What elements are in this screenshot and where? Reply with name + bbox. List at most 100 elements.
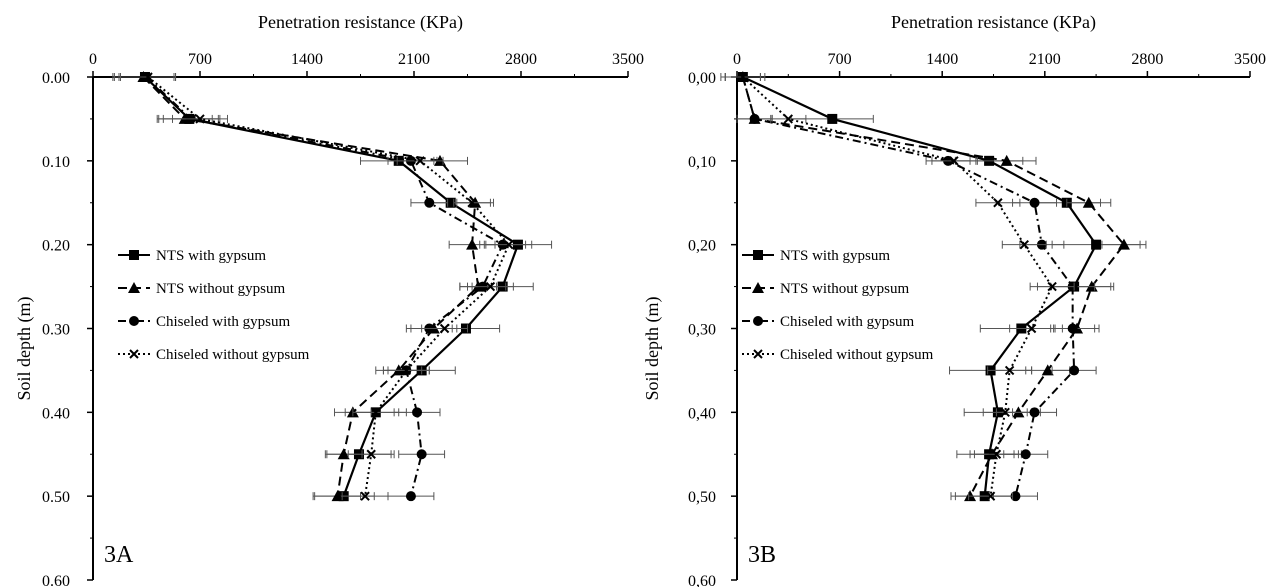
- data-point: [783, 114, 794, 124]
- y-tick-label: 0.30: [42, 322, 70, 339]
- panel-label: 3A: [104, 542, 134, 568]
- data-point: [985, 491, 996, 501]
- data-point: [949, 156, 959, 166]
- data-point: [1082, 196, 1095, 208]
- data-point: [143, 72, 153, 82]
- panel-label: 3B: [748, 542, 776, 568]
- data-point: [991, 449, 1002, 459]
- x-tick-label: 2800: [505, 51, 537, 68]
- legend-swatch-marker: [753, 349, 763, 359]
- x-axis-title: Penetration resistance (KPa): [258, 12, 463, 33]
- data-point: [1000, 154, 1013, 166]
- data-point: [738, 72, 748, 82]
- x-tick-label: 700: [828, 51, 852, 68]
- data-point: [993, 198, 1003, 208]
- data-point: [439, 323, 450, 334]
- y-tick-label: 0.50: [42, 489, 70, 506]
- data-point: [1026, 323, 1037, 334]
- data-point: [1004, 365, 1015, 376]
- series-line: [742, 76, 1054, 497]
- y-axis-title: Soil depth (m): [642, 297, 663, 401]
- data-point: [195, 114, 205, 124]
- data-point: [1019, 239, 1029, 250]
- x-axis-title: Penetration resistance (KPa): [891, 12, 1096, 33]
- legend-label: Chiseled with gypsum: [780, 314, 914, 330]
- x-tick-label: 2800: [1131, 51, 1163, 68]
- y-tick-label: 0,30: [688, 322, 716, 339]
- legend-label: NTS with gypsum: [156, 248, 266, 264]
- series-chiseled-without-gypsum: [120, 72, 533, 501]
- data-point: [1029, 197, 1040, 208]
- data-point: [371, 407, 381, 418]
- y-tick-label: 0.60: [42, 573, 70, 587]
- data-point: [1029, 407, 1040, 418]
- series-chiseled-without-gypsum: [724, 72, 1075, 501]
- data-point: [366, 449, 376, 459]
- x-tick-label: 2100: [398, 51, 430, 68]
- panel-3a: Penetration resistance (KPa) Soil depth (…: [14, 12, 644, 587]
- data-point: [424, 197, 435, 208]
- data-point: [331, 490, 344, 502]
- y-axis-title: Soil depth (m): [14, 297, 35, 401]
- y-tick-label: 0,00: [688, 70, 716, 87]
- data-point: [1091, 239, 1102, 250]
- legend: NTS with gypsum NTS without gypsum Chisele…: [742, 248, 934, 363]
- legend-label: Chiseled with gypsum: [156, 314, 290, 330]
- data-point: [1069, 365, 1080, 376]
- data-point: [1117, 238, 1130, 250]
- legend: NTS with gypsum NTS without gypsum Chisele…: [118, 248, 310, 363]
- x-tick-label: 3500: [1234, 51, 1266, 68]
- x-tick-label: 0: [89, 51, 97, 68]
- data-point: [1067, 323, 1078, 334]
- legend-swatch-marker: [753, 250, 763, 260]
- x-tick-label: 0: [733, 51, 741, 68]
- data-point: [416, 449, 427, 460]
- data-point: [1020, 449, 1031, 460]
- data-point: [401, 365, 412, 376]
- legend-label: Chiseled without gypsum: [156, 347, 310, 363]
- y-tick-label: 0,20: [688, 238, 716, 255]
- x-tick-label: 700: [188, 51, 212, 68]
- data-point: [466, 238, 479, 250]
- legend-label: Chiseled without gypsum: [780, 347, 934, 363]
- legend-swatch-marker: [129, 250, 139, 260]
- legend-label: NTS without gypsum: [780, 281, 910, 297]
- data-point: [485, 281, 496, 292]
- data-point: [337, 448, 350, 460]
- data-point: [504, 239, 514, 250]
- series-line: [147, 76, 510, 497]
- x-tick-label: 2100: [1029, 51, 1061, 68]
- data-point: [467, 198, 477, 208]
- legend-swatch-marker: [128, 282, 140, 293]
- data-point: [1041, 364, 1054, 376]
- x-tick-label: 3500: [612, 51, 644, 68]
- legend-label: NTS without gypsum: [156, 281, 286, 297]
- y-tick-label: 0.00: [42, 70, 70, 87]
- data-point: [360, 491, 370, 501]
- x-tick-label: 1400: [926, 51, 958, 68]
- y-tick-label: 0,50: [688, 489, 716, 506]
- series-line: [145, 76, 504, 497]
- y-tick-label: 0.40: [42, 405, 70, 422]
- data-point: [1047, 281, 1057, 292]
- data-point: [415, 156, 425, 166]
- data-point: [749, 113, 760, 124]
- data-point: [1000, 407, 1010, 418]
- y-tick-label: 0,40: [688, 405, 716, 422]
- y-tick-label: 0,60: [688, 573, 716, 587]
- data-point: [405, 491, 416, 502]
- y-tick-label: 0.20: [42, 238, 70, 255]
- legend-label: NTS with gypsum: [780, 248, 890, 264]
- x-tick-label: 1400: [291, 51, 323, 68]
- legend-swatch-marker: [129, 316, 139, 326]
- y-tick-label: 0,10: [688, 154, 716, 171]
- legend-swatch-marker: [752, 282, 764, 293]
- data-point: [827, 113, 838, 124]
- legend-swatch-marker: [129, 349, 139, 359]
- legend-swatch-marker: [753, 316, 763, 326]
- y-tick-label: 0.10: [42, 154, 70, 171]
- data-point: [445, 197, 456, 208]
- panel-3b: Penetration resistance (KPa) Soil depth (…: [642, 12, 1266, 587]
- data-point: [412, 407, 423, 418]
